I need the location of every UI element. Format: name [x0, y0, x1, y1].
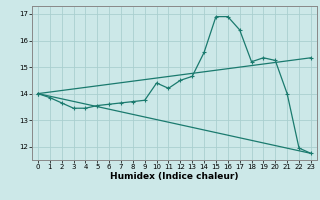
X-axis label: Humidex (Indice chaleur): Humidex (Indice chaleur) — [110, 172, 239, 181]
